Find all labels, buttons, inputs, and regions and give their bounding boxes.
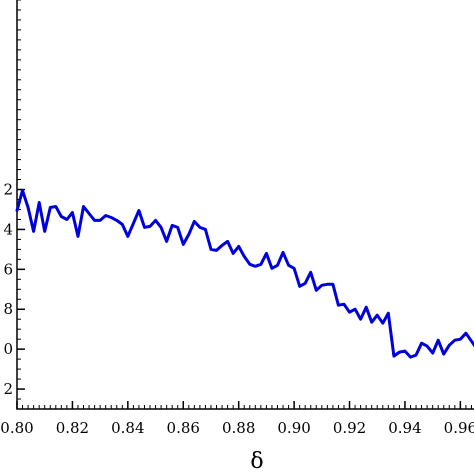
x-axis-title: δ (250, 449, 263, 474)
y-tick-label: 0 (3, 340, 13, 358)
x-tick-label: 0.94 (388, 419, 421, 437)
x-tick-label: 0.82 (56, 419, 89, 437)
y-tick-label: 4 (3, 220, 13, 238)
y-tick-label: 2 (3, 380, 13, 398)
x-tick-label: 0.80 (0, 419, 33, 437)
x-tick-label: 0.86 (167, 419, 200, 437)
x-tick-label: 0.90 (277, 419, 310, 437)
y-tick-label: 2 (3, 181, 13, 199)
minor-ticks (16, 0, 472, 410)
y-tick-label: 6 (3, 260, 13, 278)
x-tick-labels: 0.80 0.82 0.84 0.86 0.88 0.90 0.92 0.94 0.96 (0, 419, 474, 437)
y-tick-labels: 0246802 (3, 181, 13, 399)
series-line (15, 189, 474, 359)
y-tick-label: 8 (3, 300, 13, 318)
major-ticks (16, 188, 462, 409)
x-tick-label: 0.88 (222, 419, 255, 437)
x-tick-label: 0.96 (444, 419, 474, 437)
x-tick-label: 0.92 (333, 419, 366, 437)
plot-area (15, 0, 474, 410)
x-tick-label: 0.84 (111, 419, 144, 437)
plot-frame (16, 0, 474, 410)
